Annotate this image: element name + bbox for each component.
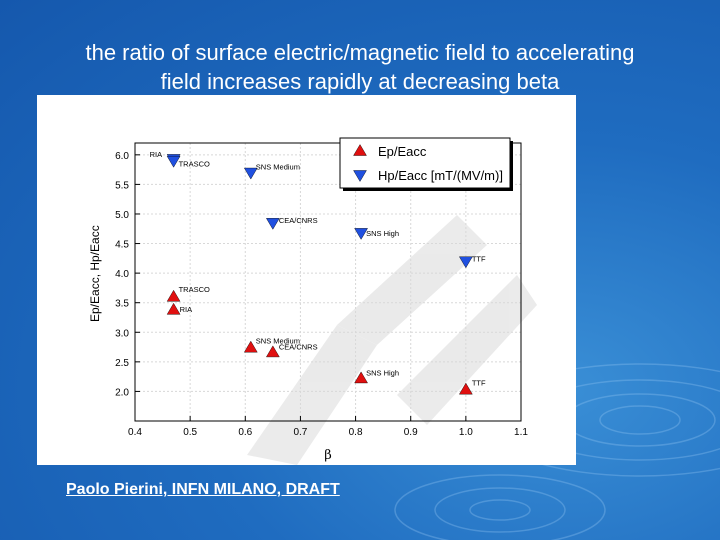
data-point-ep-2 [243, 340, 258, 353]
legend-label-hp: Hp/Eacc [mT/(MV/m)] [378, 168, 503, 183]
data-point-label: RIA [150, 150, 163, 159]
data-point-ep-5 [459, 382, 473, 395]
data-point-label: RIA [180, 305, 193, 314]
data-point-label: TTF [472, 379, 486, 388]
y-tick-label: 4.5 [115, 240, 129, 251]
y-tick-label: 6.0 [115, 151, 129, 162]
data-point-hp-1 [166, 155, 181, 168]
y-tick-label: 2.5 [115, 358, 129, 369]
slide-title-line-1: the ratio of surface electric/magnetic f… [85, 40, 635, 65]
data-point-ep-3 [266, 345, 280, 358]
y-axis-label: Ep/Eacc, Hp/Eacc [88, 225, 102, 322]
y-tick-label: 2.0 [115, 387, 129, 398]
slide-title: the ratio of surface electric/magnetic f… [40, 38, 680, 96]
data-point-label: SNS High [366, 229, 399, 238]
data-point-label: CEA/CNRS [279, 342, 318, 351]
slide-title-line-2: field increases rapidly at decreasing be… [160, 69, 560, 94]
data-point-label: SNS Medium [256, 337, 300, 346]
data-point-label: TRASCO [179, 285, 210, 294]
data-point-label: TTF [472, 254, 486, 263]
data-point-ep-1 [166, 302, 181, 315]
data-point-hp-4 [354, 228, 368, 240]
data-point-label: TRASCO [179, 160, 210, 169]
legend-box [339, 137, 511, 189]
legend-label-ep: Ep/Eacc [378, 144, 427, 159]
x-axis-label: β [324, 448, 332, 463]
data-point-label: CEA/CNRS [279, 216, 318, 225]
x-tick-label: 1.1 [514, 427, 528, 438]
x-tick-label: 1.0 [459, 427, 473, 438]
watermark [247, 215, 537, 465]
x-tick-label: 0.9 [404, 427, 418, 438]
data-point-hp-2 [243, 167, 258, 180]
chart-panel: 0.4 0.5 0.6 0.7 0.8 0.9 1.0 1.1 2.0 2.5 3.0 3.5 4.0 4… [37, 95, 576, 465]
legend-marker-ep [353, 144, 367, 156]
y-tick-label: 4.0 [115, 269, 129, 280]
legend-marker-hp [353, 170, 367, 182]
y-tick-label: 3.5 [115, 299, 129, 310]
y-tick-label: 3.0 [115, 328, 129, 339]
x-tick-label: 0.6 [238, 427, 252, 438]
x-tick-label: 0.4 [128, 427, 142, 438]
data-point-ep-4 [354, 371, 368, 384]
data-point-label: SNS High [366, 368, 399, 377]
data-point-ep-0 [166, 289, 181, 302]
y-axis-label-text: Ep/Eacc, Hp/Eacc [88, 225, 102, 322]
axis-ticks: 0.4 0.5 0.6 0.7 0.8 0.9 1.0 1.1 2.0 2.5 3.0 3.5 4.0 4… [115, 151, 528, 438]
x-tick-label: 0.7 [293, 427, 307, 438]
scatter-chart: 0.4 0.5 0.6 0.7 0.8 0.9 1.0 1.1 2.0 2.5 3.0 3.5 4.0 4… [88, 137, 537, 465]
x-tick-label: 0.8 [349, 427, 363, 438]
y-tick-label: 5.5 [115, 180, 129, 191]
y-tick-label: 5.0 [115, 210, 129, 221]
data-point-label: SNS Medium [256, 163, 300, 172]
data-point-hp-5 [459, 256, 473, 269]
x-tick-label: 0.5 [183, 427, 197, 438]
data-point-hp-3 [266, 218, 280, 230]
legend: Ep/Eacc Hp/Eacc [mT/(MV/m)] [339, 137, 513, 191]
plot-frame [134, 142, 522, 422]
author-footer-link[interactable]: Paolo Pierini, INFN MILANO, DRAFT [66, 481, 340, 498]
